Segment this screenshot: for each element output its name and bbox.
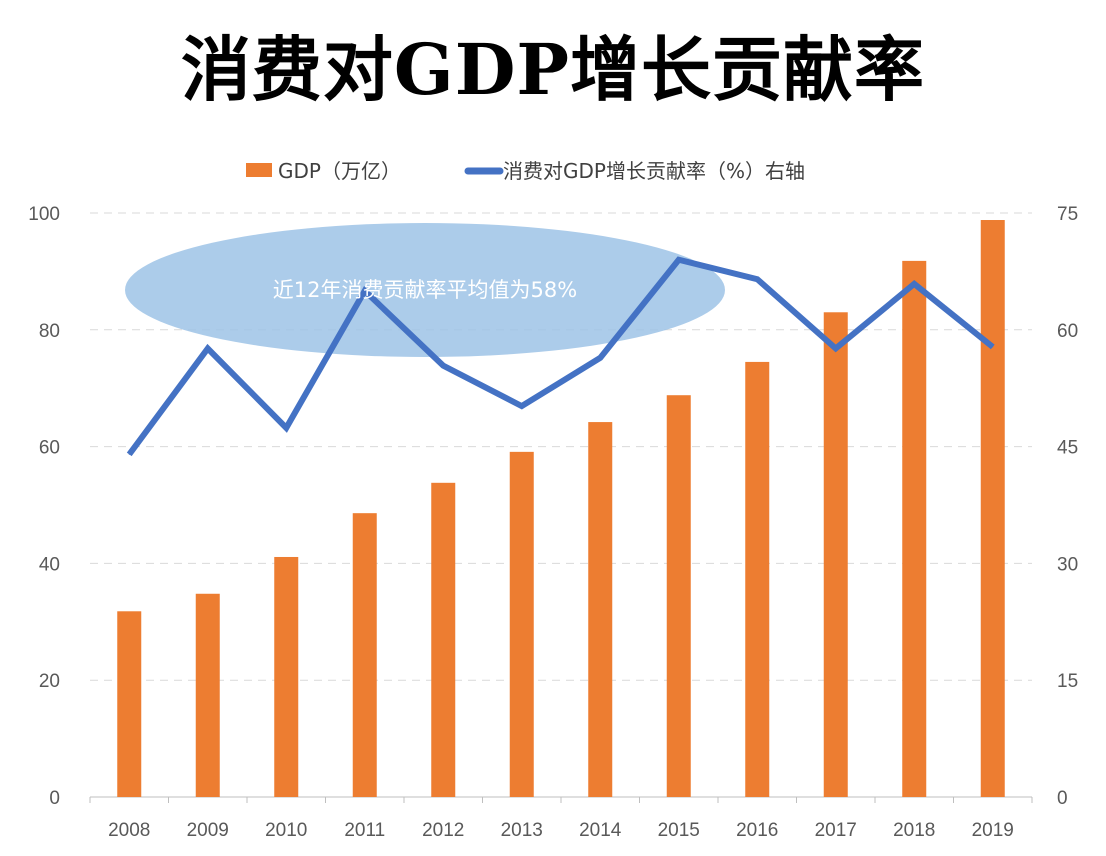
- x-tick-label: 2018: [893, 820, 935, 841]
- bar-2019: [980, 220, 1005, 797]
- right-tick-label: 30: [1057, 554, 1078, 575]
- right-tick-label: 45: [1057, 438, 1078, 459]
- x-tick-label: 2012: [422, 820, 464, 841]
- left-tick-label: 100: [28, 204, 60, 225]
- bar-2018: [902, 260, 927, 797]
- left-tick-label: 0: [49, 788, 60, 809]
- line-point-2016: [756, 278, 758, 280]
- x-tick-label: 2017: [815, 820, 857, 841]
- bar-2008: [117, 611, 142, 797]
- right-tick-label: 75: [1057, 204, 1078, 225]
- x-tick-label: 2013: [501, 820, 543, 841]
- line-series-contribution-rate: [126, 256, 995, 457]
- right-tick-label: 15: [1057, 671, 1078, 692]
- x-tick-label: 2010: [265, 820, 307, 841]
- legend-label-gdp: GDP（万亿）: [278, 159, 401, 183]
- x-tick-label: 2015: [658, 820, 700, 841]
- bar-2012: [431, 482, 456, 797]
- line-point-2015: [678, 259, 680, 261]
- bar-2011: [352, 513, 377, 797]
- line-point-2019: [992, 346, 994, 348]
- left-tick-label: 20: [39, 671, 60, 692]
- x-tick-label: 2008: [108, 820, 150, 841]
- bar-2014: [588, 422, 613, 797]
- x-tick-label: 2009: [187, 820, 229, 841]
- bar-2010: [274, 556, 299, 797]
- x-tick-label: 2011: [344, 820, 385, 841]
- x-tick-label: 2019: [972, 820, 1014, 841]
- legend-swatch-gdp: [246, 163, 272, 177]
- line-point-2014: [599, 357, 601, 359]
- chart-title: 消费对GDP增长贡献率: [180, 28, 926, 111]
- left-tick-label: 60: [39, 438, 60, 459]
- line-point-2018: [913, 283, 915, 285]
- bar-2016: [745, 361, 770, 797]
- right-tick-label: 60: [1057, 321, 1078, 342]
- annotation-text: 近12年消费贡献率平均值为58%: [273, 278, 577, 302]
- bar-2017: [823, 312, 848, 797]
- bar-2015: [666, 395, 691, 797]
- line-point-2011: [364, 290, 366, 292]
- line-point-2008: [128, 453, 130, 455]
- x-tick-label: 2014: [579, 820, 622, 841]
- right-tick-label: 0: [1057, 788, 1068, 809]
- line-point-2017: [835, 347, 837, 349]
- annotation-ellipse: [125, 223, 725, 357]
- bar-2013: [509, 451, 534, 797]
- line-point-2009: [207, 347, 209, 349]
- left-tick-label: 80: [39, 321, 60, 342]
- legend-label-rate: 消费对GDP增长贡献率（%）右轴: [503, 159, 805, 183]
- x-tick-label: 2016: [736, 820, 778, 841]
- bar-2009: [195, 593, 220, 797]
- line-point-2013: [521, 405, 523, 407]
- line-point-2012: [442, 365, 444, 367]
- left-tick-label: 40: [39, 554, 60, 575]
- line-point-2010: [285, 427, 287, 429]
